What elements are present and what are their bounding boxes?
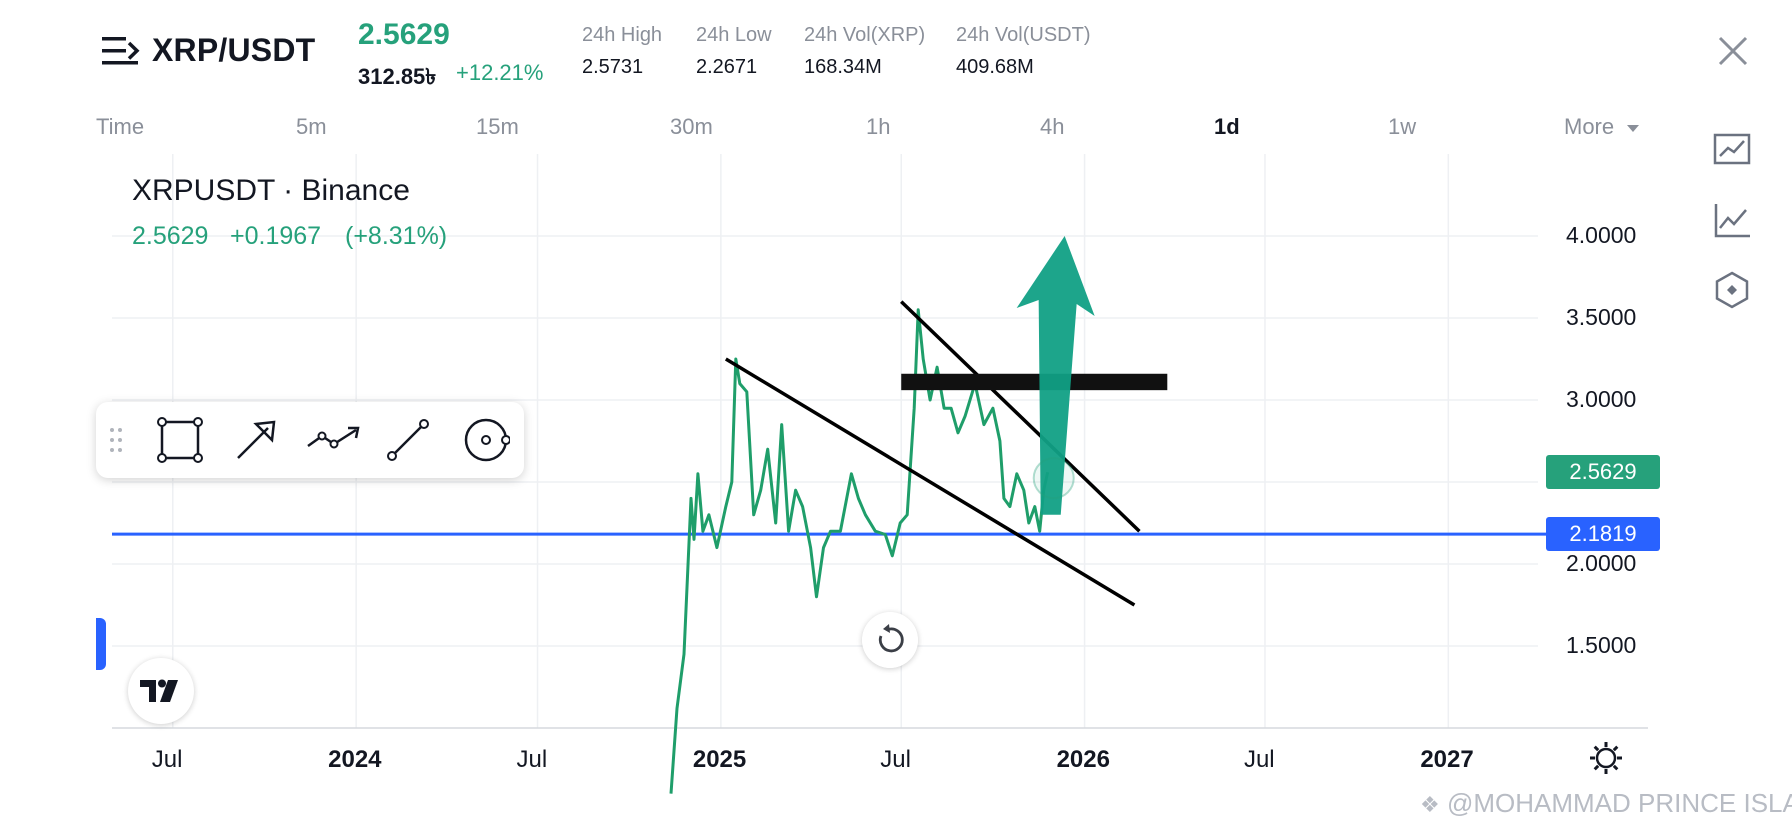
tab-30m[interactable]: 30m xyxy=(670,114,713,139)
watermark-text: @MOHAMMAD PRINCE ISLA... xyxy=(1446,788,1792,818)
horizontal-line-price-tag: 2.1819 xyxy=(1546,517,1660,552)
x-tick-label: 2025 xyxy=(692,746,747,773)
path-tool-icon[interactable] xyxy=(306,416,362,464)
stat-value-high: 2.5731 xyxy=(582,56,644,78)
x-tick-label: 2026 xyxy=(1056,746,1110,773)
tab-1h[interactable]: 1h xyxy=(866,114,891,139)
tab-1d[interactable]: 1d xyxy=(1214,114,1240,139)
time-label: Time xyxy=(96,114,145,139)
x-tick-label: Jul xyxy=(516,746,548,773)
tab-1w[interactable]: 1w xyxy=(1388,114,1417,139)
y-tick-label: 3.5000 xyxy=(1566,304,1637,330)
trendline-drawing xyxy=(724,357,1136,607)
bullish-arrow-drawing xyxy=(1016,236,1095,515)
more-dropdown[interactable]: More xyxy=(1564,114,1640,140)
price-local: 312.85৳ xyxy=(358,64,437,89)
resistance-zone-rectangle xyxy=(901,373,1168,391)
circle-tool-icon[interactable] xyxy=(462,416,510,464)
drag-handle-icon[interactable] xyxy=(104,416,128,464)
trendline-drawing xyxy=(900,300,1141,533)
stat-value-vol-xrp: 168.34M xyxy=(804,56,882,78)
stat-label-vol-xrp: 24h Vol(XRP) xyxy=(804,24,926,46)
arrow-tool-icon[interactable] xyxy=(232,416,280,464)
legend-change-pct: (+8.31%) xyxy=(345,222,448,250)
tab-15m[interactable]: 15m xyxy=(476,114,519,139)
chart-symbol: XRPUSDT · Binance xyxy=(132,174,410,207)
tab-5m[interactable]: 5m xyxy=(296,114,327,139)
indicators-icon[interactable] xyxy=(1712,200,1752,240)
tab-4h[interactable]: 4h xyxy=(1040,114,1065,139)
reset-view-icon[interactable] xyxy=(862,612,918,668)
change-percent: +12.21% xyxy=(456,60,544,85)
stat-value-vol-usdt: 409.68M xyxy=(956,56,1034,78)
watermark: ❖ @MOHAMMAD PRINCE ISLA... xyxy=(1420,788,1792,819)
current-price-tag: 2.5629 xyxy=(1546,454,1660,489)
y-tick-label: 3.0000 xyxy=(1566,386,1637,412)
hexagon-settings-icon[interactable] xyxy=(1712,270,1752,310)
stat-label-high: 24h High xyxy=(582,24,663,46)
tradingview-logo-icon xyxy=(128,658,194,724)
more-label: More xyxy=(1564,114,1615,139)
y-tick-label: 2.0000 xyxy=(1566,550,1637,576)
watermark-icon: ❖ xyxy=(1420,792,1440,817)
x-tick-label: Jul xyxy=(1243,746,1275,773)
drawing-toolbar xyxy=(96,402,524,478)
stat-value-low: 2.2671 xyxy=(696,56,758,78)
collapse-panel-tab[interactable] xyxy=(96,618,106,670)
stat-label-low: 24h Low xyxy=(696,24,772,46)
trendline-tool-icon[interactable] xyxy=(384,416,432,464)
last-price: 2.5629 xyxy=(358,18,450,51)
crosshair-cursor-circle xyxy=(1032,457,1075,500)
pair-title[interactable]: XRP/USDT xyxy=(152,32,316,68)
y-tick-label: 4.0000 xyxy=(1566,222,1637,248)
stat-label-vol-usdt: 24h Vol(USDT) xyxy=(956,24,1091,46)
rectangle-tool-icon[interactable] xyxy=(156,416,204,464)
caret-down-icon xyxy=(1627,125,1640,132)
y-tick-label: 1.5000 xyxy=(1566,632,1637,658)
x-tick-label: Jul xyxy=(880,746,911,773)
chart-settings-gear-icon[interactable] xyxy=(1588,740,1624,776)
x-tick-label: Jul xyxy=(151,746,183,773)
legend-price: 2.5629 xyxy=(132,222,209,250)
line-chart-icon[interactable] xyxy=(1712,130,1752,170)
x-tick-label: 2027 xyxy=(1420,746,1474,773)
legend-change: +0.1967 xyxy=(230,222,322,250)
close-icon[interactable] xyxy=(1716,34,1750,68)
x-tick-label: 2024 xyxy=(328,746,382,773)
menu-icon[interactable] xyxy=(100,34,140,68)
